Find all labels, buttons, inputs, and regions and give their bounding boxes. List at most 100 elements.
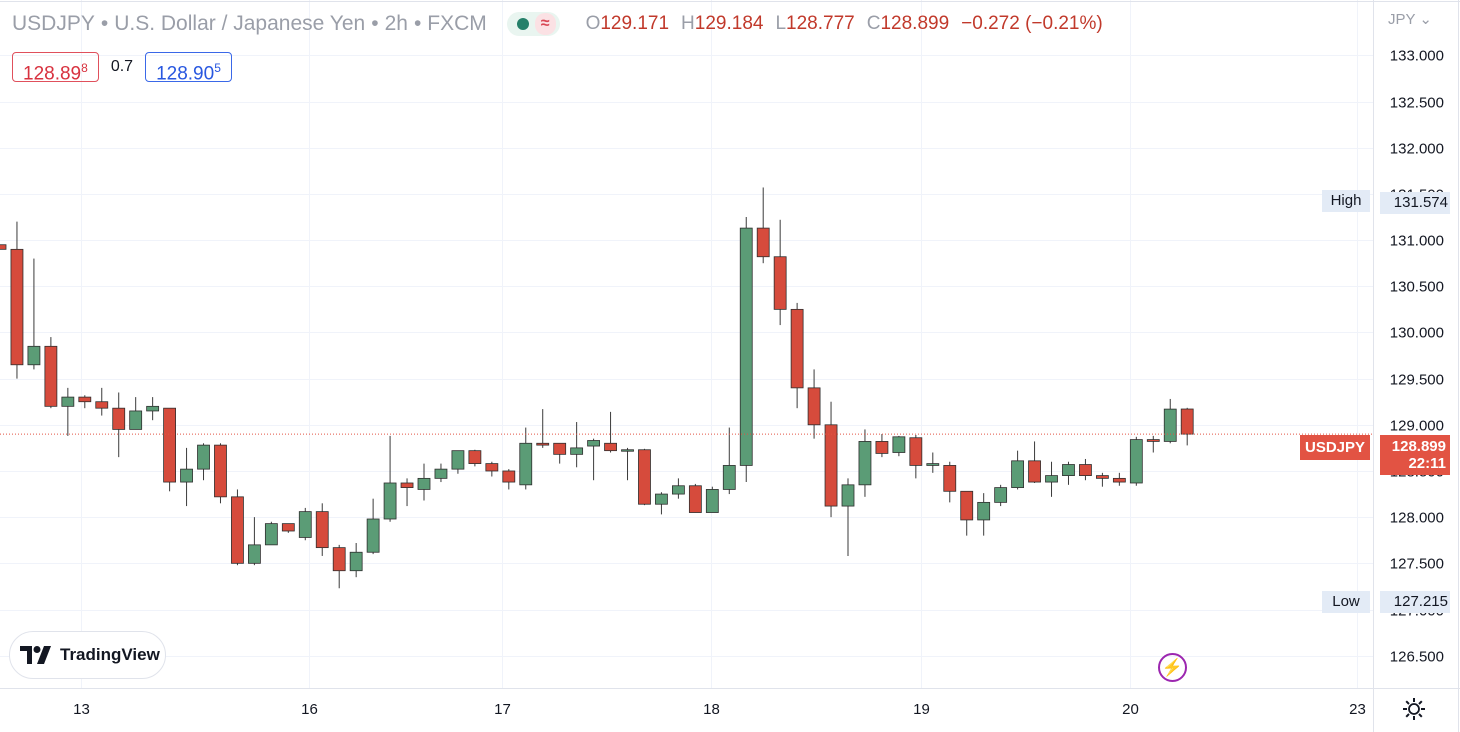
market-status-pill[interactable]: ≈ [506, 12, 560, 36]
candle-body [1045, 475, 1058, 483]
candle [909, 434, 923, 479]
candle [78, 395, 92, 409]
tradingview-logo-icon [20, 646, 51, 664]
price-axis: 126.500127.000127.500128.000128.500129.0… [1390, 48, 1444, 666]
date-tick-label: 16 [301, 701, 318, 718]
candle-body [1079, 464, 1092, 476]
candle [570, 422, 584, 468]
candle [1180, 407, 1194, 446]
candle [790, 302, 804, 409]
candle-body [366, 518, 380, 553]
candle [247, 517, 261, 566]
candle-body [807, 387, 821, 426]
candle [180, 447, 193, 507]
candle [553, 442, 567, 464]
candle [875, 434, 889, 458]
open-label: O [585, 13, 601, 34]
candle-body [298, 511, 312, 538]
date-tick-label: 23 [1349, 701, 1366, 718]
candle [1112, 472, 1126, 486]
symbol-name[interactable]: USDJPY [12, 12, 95, 35]
candle [1028, 441, 1041, 483]
candle-body [417, 477, 431, 490]
candle-body [247, 544, 261, 564]
candle-body [943, 465, 957, 492]
candle [536, 409, 550, 448]
candle [214, 443, 227, 504]
price-tick-label: 132.500 [1390, 95, 1444, 112]
candle-body [146, 405, 160, 412]
price-tick-label: 133.000 [1390, 48, 1444, 65]
candle [366, 498, 380, 555]
candle [417, 463, 431, 501]
candle-body [519, 442, 533, 486]
time-axis: 13 16 17 18 19 20 23 [73, 701, 1366, 718]
bid-price-pip: 8 [81, 61, 88, 75]
quote-panel: 128.898 0.7 128.905 [12, 52, 232, 85]
candle [858, 429, 872, 497]
currency-label: JPY [1388, 11, 1416, 28]
sell-price-button[interactable]: 128.898 [12, 52, 99, 85]
candle [146, 397, 160, 421]
candle-body [570, 447, 584, 455]
candle-body [790, 308, 804, 389]
candle [756, 187, 770, 264]
candle [44, 337, 58, 409]
candle [400, 478, 414, 507]
candle-body [1163, 408, 1177, 442]
current-price-value: 128.899 [1391, 438, 1446, 455]
candle-body [485, 463, 499, 472]
interval-label[interactable]: 2h [384, 12, 408, 35]
candle [1079, 458, 1092, 481]
buy-price-button[interactable]: 128.905 [145, 52, 232, 85]
high-marker-value: 131.574 [1380, 192, 1450, 214]
candle [841, 478, 855, 556]
candle [773, 219, 787, 326]
price-tick-label: 126.500 [1390, 649, 1444, 666]
close-value: 128.899 [880, 13, 950, 34]
candle [926, 452, 940, 473]
candle [264, 521, 278, 546]
candle-body [10, 248, 24, 366]
candle [739, 217, 753, 483]
candle-body [875, 441, 889, 454]
candle [604, 411, 617, 453]
candle-body [451, 450, 465, 470]
candle [281, 523, 295, 533]
currency-selector[interactable]: JPY ⌄ [1388, 10, 1432, 28]
chart-grid [0, 0, 1373, 688]
candle [1146, 435, 1160, 453]
candle-body [926, 463, 940, 466]
bid-price-main: 128.89 [23, 63, 82, 85]
candle-body [214, 444, 227, 498]
candle-body [163, 407, 177, 483]
price-tick-label: 130.500 [1390, 279, 1444, 296]
high-label: H [681, 13, 695, 34]
ask-price-main: 128.90 [156, 63, 215, 85]
candle [163, 407, 177, 492]
candle-body [739, 227, 753, 466]
candle [655, 492, 668, 515]
date-tick-label: 13 [73, 701, 90, 718]
gear-icon[interactable] [1402, 697, 1426, 721]
candle [1045, 461, 1058, 497]
candle [994, 484, 1008, 507]
low-marker-label: Low [1322, 591, 1370, 613]
candle-body [909, 437, 923, 466]
lightning-icon[interactable]: ⚡ [1158, 653, 1187, 682]
candle [705, 486, 719, 513]
candle [129, 397, 143, 430]
candle-body [112, 407, 126, 430]
tradingview-logo[interactable]: TradingView [9, 631, 166, 679]
change-value: −0.272 (−0.21%) [961, 13, 1103, 34]
candle [621, 447, 634, 481]
candle-body [1096, 475, 1109, 479]
candle-body [672, 485, 685, 495]
date-tick-label: 20 [1122, 701, 1139, 718]
candle-body [705, 489, 719, 513]
separator-dot: • [100, 12, 109, 35]
spread-value: 0.7 [110, 58, 134, 75]
ohlc-values: O 129.171 H 129.184 L 128.777 C 128.899 −0.2… [586, 13, 1103, 35]
candle-body [858, 441, 872, 486]
